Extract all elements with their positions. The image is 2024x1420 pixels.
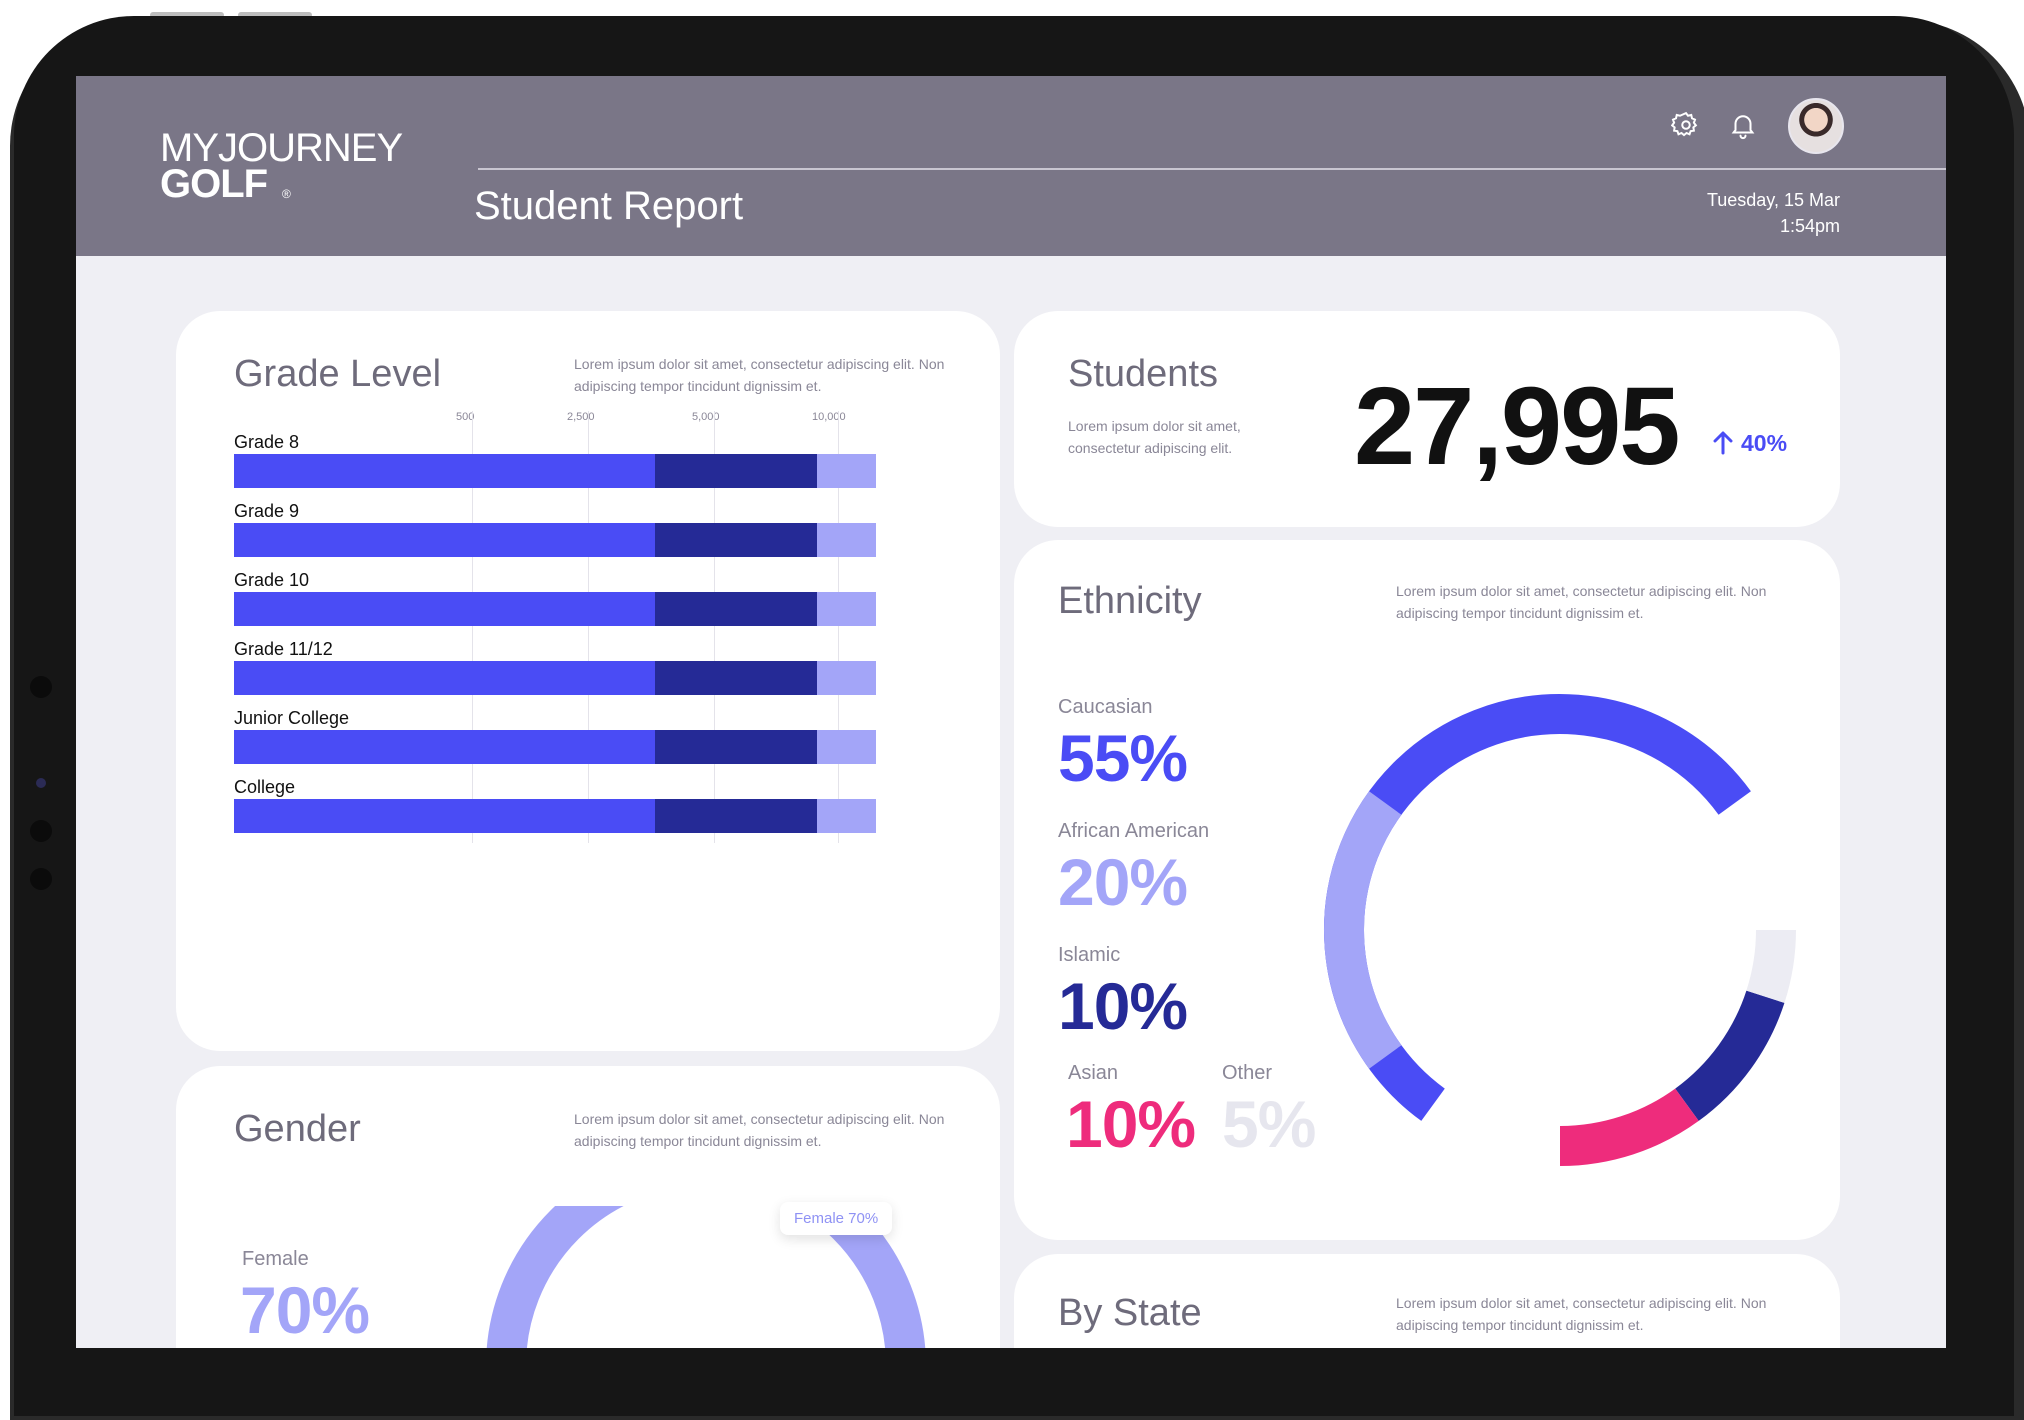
grade-bar-segment[interactable] bbox=[817, 730, 876, 764]
ethnicity-label-african-american: African American bbox=[1058, 820, 1210, 842]
grade-bar-segment[interactable] bbox=[655, 661, 818, 695]
ethnicity-title: Ethnicity bbox=[1058, 580, 1202, 622]
ethnicity-value-caucasian: 55% bbox=[1058, 721, 1188, 795]
device-sensor bbox=[30, 820, 52, 842]
students-title: Students bbox=[1068, 353, 1218, 395]
header-divider bbox=[478, 168, 1946, 170]
ethnicity-label-asian: Asian bbox=[1068, 1062, 1119, 1084]
grade-level-description: Lorem ipsum dolor sit amet, consectetur … bbox=[574, 356, 945, 394]
grade-bar-segment[interactable] bbox=[234, 454, 656, 488]
grade-grid-line bbox=[714, 411, 715, 843]
female-label: Female bbox=[242, 1248, 309, 1270]
ethnicity-donut-slice[interactable] bbox=[1324, 694, 1751, 1121]
grade-category-label: College bbox=[234, 777, 296, 797]
ethnicity-donut-slice[interactable] bbox=[1746, 929, 1796, 1003]
ethnicity-donut-slice[interactable] bbox=[1674, 990, 1785, 1121]
registered-mark: ® bbox=[282, 187, 291, 201]
grade-category-label: Grade 8 bbox=[234, 432, 300, 452]
ethnicity-card: Ethnicity Lorem ipsum dolor sit amet, co… bbox=[1014, 540, 1840, 1240]
students-description: Lorem ipsum dolor sit amet, consectetur … bbox=[1068, 418, 1241, 456]
page-title: Student Report bbox=[474, 184, 744, 228]
grade-x-tick-label: 10,000 bbox=[812, 411, 846, 423]
female-value: 70% bbox=[240, 1273, 370, 1347]
header-time: 1:54pm bbox=[1779, 216, 1840, 236]
grade-bar-segment[interactable] bbox=[817, 523, 876, 557]
grade-bar-segment[interactable] bbox=[655, 799, 818, 833]
grade-x-tick-label: 2,500 bbox=[567, 411, 595, 423]
device-camera bbox=[36, 778, 46, 788]
by-state-description: Lorem ipsum dolor sit amet, consectetur … bbox=[1396, 1295, 1767, 1333]
grade-bar-segment[interactable] bbox=[234, 592, 656, 626]
grade-bar-segment[interactable] bbox=[817, 799, 876, 833]
brand-logo[interactable]: MYJOURNEY GOLF ® bbox=[160, 126, 403, 206]
app-header: MYJOURNEY GOLF ® Student Report Tuesday,… bbox=[76, 76, 1946, 256]
grade-bar-segment[interactable] bbox=[817, 454, 876, 488]
grade-category-label: Junior College bbox=[234, 708, 350, 728]
students-count: 27,995 bbox=[1354, 365, 1680, 488]
ethnicity-value-other: 5% bbox=[1222, 1087, 1316, 1161]
device-button bbox=[238, 12, 312, 18]
ethnicity-donut-slice[interactable] bbox=[1324, 791, 1402, 1069]
grade-grid-line bbox=[588, 411, 589, 843]
grade-category-label: Grade 9 bbox=[234, 501, 300, 521]
gender-donut-female bbox=[486, 1206, 926, 1348]
gender-title: Gender bbox=[234, 1108, 361, 1150]
ethnicity-label-caucasian: Caucasian bbox=[1058, 696, 1153, 718]
students-change: 40% bbox=[1741, 430, 1788, 456]
grade-level-card: Grade Level Lorem ipsum dolor sit amet, … bbox=[176, 311, 1000, 1051]
gender-description: Lorem ipsum dolor sit amet, consectetur … bbox=[574, 1111, 945, 1149]
by-state-card: By State Lorem ipsum dolor sit amet, con… bbox=[1014, 1254, 1840, 1348]
grade-bar-segment[interactable] bbox=[655, 523, 818, 557]
logo-line-2: GOLF bbox=[160, 162, 268, 206]
app-screen: MYJOURNEY GOLF ® Student Report Tuesday,… bbox=[76, 76, 1946, 1348]
gender-donut-chart bbox=[486, 1206, 926, 1348]
by-state-title: By State bbox=[1058, 1292, 1202, 1334]
grade-bar-segment[interactable] bbox=[655, 592, 818, 626]
ethnicity-value-african-american: 20% bbox=[1058, 845, 1188, 919]
ethnicity-label-islamic: Islamic bbox=[1058, 944, 1121, 966]
grade-bar-segment[interactable] bbox=[234, 523, 656, 557]
ethnicity-label-other: Other bbox=[1222, 1062, 1273, 1084]
gender-tooltip: Female 70% bbox=[780, 1202, 893, 1235]
grade-x-tick-label: 500 bbox=[456, 411, 475, 423]
grade-bar-segment[interactable] bbox=[655, 454, 818, 488]
grade-bar-segment[interactable] bbox=[234, 730, 656, 764]
grade-bar-segment[interactable] bbox=[817, 592, 876, 626]
grade-level-title: Grade Level bbox=[234, 353, 442, 395]
bell-icon[interactable] bbox=[1728, 110, 1758, 140]
grade-grid-line bbox=[838, 411, 839, 843]
grade-bar-segment[interactable] bbox=[817, 661, 876, 695]
gender-card: Gender Lorem ipsum dolor sit amet, conse… bbox=[176, 1066, 1000, 1348]
students-card: Students Lorem ipsum dolor sit amet, con… bbox=[1014, 311, 1840, 527]
ethnicity-description: Lorem ipsum dolor sit amet, consectetur … bbox=[1396, 583, 1767, 621]
grade-category-label: Grade 11/12 bbox=[234, 639, 333, 659]
arrow-up-icon bbox=[1712, 431, 1734, 460]
ethnicity-donut-chart bbox=[1324, 694, 1796, 1166]
device-sensor bbox=[30, 868, 52, 890]
grade-category-label: Grade 10 bbox=[234, 570, 310, 590]
grade-grid-line bbox=[472, 411, 473, 843]
grade-x-tick-label: 5,000 bbox=[692, 411, 720, 423]
device-button bbox=[150, 12, 224, 18]
ethnicity-value-asian: 10% bbox=[1066, 1087, 1196, 1161]
grade-bar-segment[interactable] bbox=[234, 799, 656, 833]
device-sensor bbox=[30, 676, 52, 698]
grade-bar-segment[interactable] bbox=[234, 661, 656, 695]
ethnicity-value-islamic: 10% bbox=[1058, 969, 1188, 1043]
logo-line-1: MYJOURNEY bbox=[160, 126, 403, 170]
ethnicity-donut-slice[interactable] bbox=[1559, 1088, 1699, 1166]
gear-icon[interactable] bbox=[1670, 110, 1701, 140]
header-date: Tuesday, 15 Mar bbox=[1706, 190, 1840, 210]
avatar[interactable] bbox=[1788, 98, 1844, 154]
grade-bar-segment[interactable] bbox=[655, 730, 818, 764]
